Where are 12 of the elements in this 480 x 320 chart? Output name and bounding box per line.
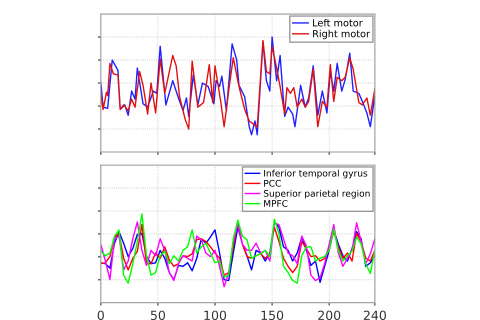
x-tick-label: 0: [98, 310, 104, 320]
legend-label: Left motor: [313, 18, 363, 26]
legend-label: MPFC: [264, 200, 288, 207]
x-tick-label: 150: [262, 310, 284, 320]
legend-label: PCC: [264, 180, 281, 187]
x-tick-label: 50: [150, 310, 166, 320]
legend-label: Right motor: [313, 30, 370, 40]
x-tick-label: 240: [364, 310, 386, 320]
legend-label: Inferior temporal gyrus: [264, 170, 368, 178]
x-tick-label: 100: [204, 310, 226, 320]
x-tick-label: 200: [318, 310, 340, 320]
legend-label: Superior parietal region: [264, 190, 370, 199]
